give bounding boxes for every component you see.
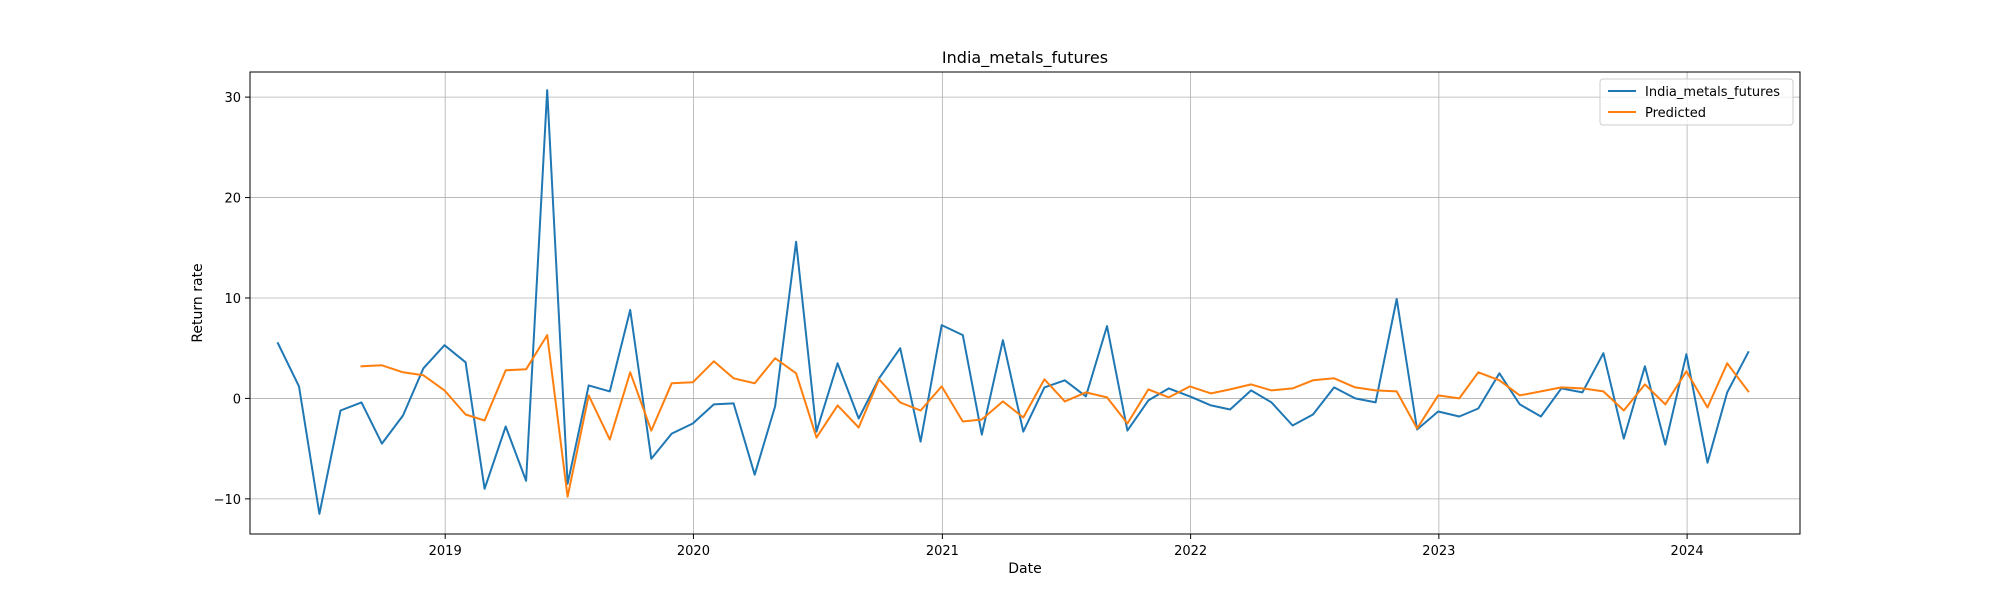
x-axis: 2019 2020 2021 2022 2023 2024 [429,534,1704,559]
x-tick-label: 2021 [926,544,959,559]
legend: India_metals_futures Predicted [1599,78,1794,126]
y-axis-title: Return rate [190,263,206,342]
y-tick-label: 20 [224,192,241,207]
y-tick-label: 0 [233,392,241,407]
legend-box [1599,78,1794,126]
x-tick-label: 2024 [1671,544,1704,559]
x-tick-label: 2019 [429,544,462,559]
y-tick-label: 10 [224,292,241,307]
x-tick-label: 2020 [677,544,710,559]
y-axis: −10 0 10 20 30 [214,91,250,508]
x-tick-label: 2023 [1422,544,1455,559]
y-tick-label: 30 [224,91,241,106]
x-tick-label: 2022 [1174,544,1207,559]
legend-label-series-1: India_metals_futures [1645,85,1780,100]
x-axis-title: Date [1008,561,1041,577]
y-tick-label: −10 [214,493,241,508]
series-line-1 [276,89,1750,515]
chart-title: India_metals_futures [942,48,1108,68]
legend-label-series-2: Predicted [1645,106,1706,121]
series-line-2 [360,334,1750,498]
grid-lines [250,72,1800,534]
series-layer [276,89,1750,515]
plot-area-frame [249,71,1801,535]
